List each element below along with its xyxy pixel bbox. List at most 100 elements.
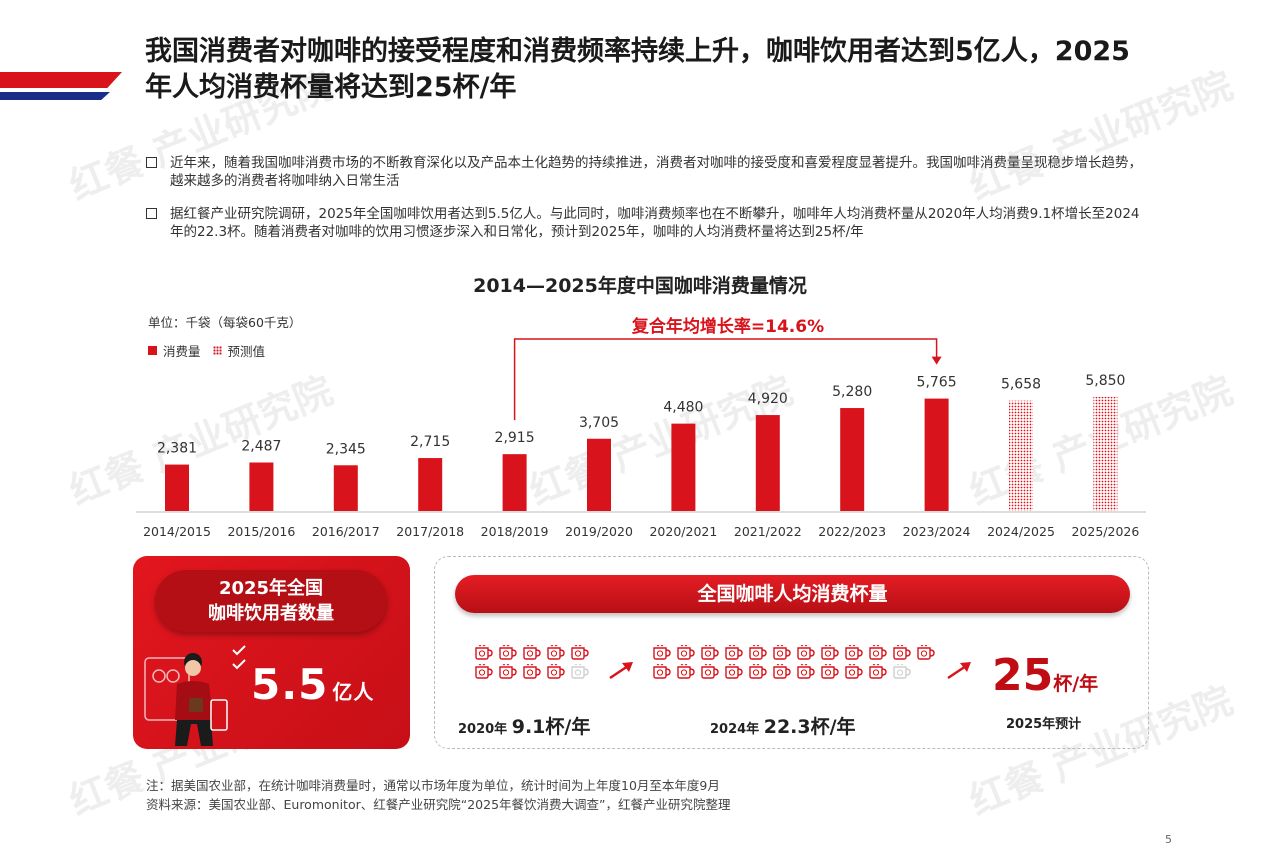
users-card: 2025年全国 咖啡饮用者数量 5.5 亿人 [133,556,410,749]
cups-card-title: 全国咖啡人均消费杯量 [455,575,1130,613]
coffee-cup-icon [701,664,719,679]
cagr-arrowhead [931,356,942,365]
legend-swatch-consumption [148,346,157,355]
users-card-title-line2: 咖啡饮用者数量 [208,603,334,624]
bar-value-label: 2,487 [241,439,281,455]
coffee-cup-icon [499,645,517,660]
bar-2024/2025 [1009,400,1033,511]
page-title: 我国消费者对咖啡的接受程度和消费频率持续上升，咖啡饮用者达到5亿人，2025年人… [145,36,1130,103]
coffee-cup-icon [677,645,695,660]
bar-value-label: 5,850 [1085,373,1125,389]
coffee-cup-icon [653,645,671,660]
x-tick-label: 2025/2026 [1071,524,1139,539]
coffee-cup-icon [677,664,695,679]
bar-2018/2019 [502,454,527,511]
coffee-cup-icon [499,664,517,679]
coffee-cup-icon [845,645,863,660]
bar-2020/2021 [671,423,696,511]
person-coffee-illustration [144,645,246,746]
coffee-cup-icon [523,664,541,679]
coffee-cup-icon [475,664,493,679]
coffee-cup-icon [893,645,911,660]
x-tick-label: 2021/2022 [734,524,802,539]
bar-value-label: 4,480 [663,400,703,416]
bar-2023/2024 [924,398,949,511]
cups-grid-2024 [652,645,936,680]
cups-card [434,556,1149,749]
bar-2019/2020 [587,438,611,511]
users-value-number: 5.5 [251,660,329,709]
coffee-cup-icon [893,664,911,679]
bar-value-label: 2,915 [495,430,535,446]
x-tick-label: 2022/2023 [818,524,886,539]
coffee-cup-icon [571,645,589,660]
bar-value-label: 4,920 [748,391,788,407]
bullet-1: 近年来，随着我国咖啡消费市场的不断教育深化以及产品本土化趋势的持续推进，消费者对… [146,154,1146,190]
coffee-cup-icon [845,664,863,679]
x-tick-label: 2017/2018 [396,524,464,539]
cups-grid-2020 [474,645,590,680]
bullet-box-icon [146,208,157,219]
bar-value-label: 5,765 [917,375,957,391]
bar-2015/2016 [249,462,274,511]
coffee-cup-icon [869,645,887,660]
coffee-cup-icon [749,645,767,660]
header-stripe-red [0,72,122,88]
arrow-icon [609,662,633,680]
coffee-cup-icon [773,645,791,660]
coffee-cup-icon [797,645,815,660]
x-tick-label: 2016/2017 [312,524,380,539]
coffee-cup-icon [475,645,493,660]
bar-value-label: 3,705 [579,415,619,431]
bullet-box-icon [146,157,157,168]
chart-legend: 消费量 预测值 [148,341,265,360]
x-tick-label: 2024/2025 [987,524,1055,539]
coffee-cup-icon [917,645,935,660]
cups-2024-value: 22.3杯/年 [763,716,856,738]
bar-2014/2015 [165,464,189,511]
bullet-text: 近年来，随着我国咖啡消费市场的不断教育深化以及产品本土化趋势的持续推进，消费者对… [170,155,1142,189]
footnote: 注：据美国农业部，在统计咖啡消费量时，通常以市场年度为单位，统计时间为上年度10… [146,778,720,793]
bar-2017/2018 [418,458,443,511]
x-tick-label: 2019/2020 [565,524,633,539]
source-note: 资料来源：美国农业部、Euromonitor、红餐产业研究院“2025年餐饮消费… [146,797,731,812]
cups-2024-year: 2024年 [710,722,760,737]
users-card-title-line1: 2025年全国 [218,578,324,599]
page-number: 5 [1165,833,1172,846]
bar-2016/2017 [333,465,358,511]
arrow-icon [947,662,971,680]
coffee-cup-icon [547,664,565,679]
bar-2025/2026 [1093,396,1118,511]
cagr-annotation: 复合年均增长率=14.6% [631,317,825,337]
cups-2020-year: 2020年 [458,722,508,737]
coffee-cup-icon [547,645,565,660]
cups-2025-unit: 杯/年 [1053,673,1099,695]
x-tick-label: 2018/2019 [481,524,549,539]
coffee-cup-icon [797,664,815,679]
x-tick-label: 2015/2016 [227,524,295,539]
cagr-bracket [513,338,938,421]
coffee-cup-icon [821,645,839,660]
coffee-cup-icon [749,664,767,679]
bar-chart: 2,381 2014/2015 2,487 2015/2016 2,345 2016/20… [136,338,1146,539]
bar-value-label: 2,715 [410,434,450,450]
coffee-cup-icon [725,664,743,679]
bar-value-label: 2,381 [157,441,197,457]
bar-value-label: 5,658 [1001,377,1041,393]
bar-2022/2023 [840,408,865,511]
cups-2025-number: 25 [992,650,1054,701]
x-tick-label: 2023/2024 [903,524,971,539]
legend-label-forecast: 预测值 [227,344,266,359]
coffee-cup-icon [523,645,541,660]
cups-2020-label: 2020年 9.1杯/年 [458,712,590,739]
legend-label-consumption: 消费量 [163,344,201,359]
chart-unit: 单位：千袋（每袋60千克） [148,315,302,330]
coffee-cup-icon [653,664,671,679]
x-tick-label: 2020/2021 [649,524,717,539]
legend-swatch-forecast [212,346,222,355]
users-value-unit: 亿人 [332,680,375,704]
coffee-cup-icon [571,664,589,679]
coffee-cup-icon [773,664,791,679]
header-stripe-blue [0,92,110,100]
coffee-cup-icon [821,664,839,679]
